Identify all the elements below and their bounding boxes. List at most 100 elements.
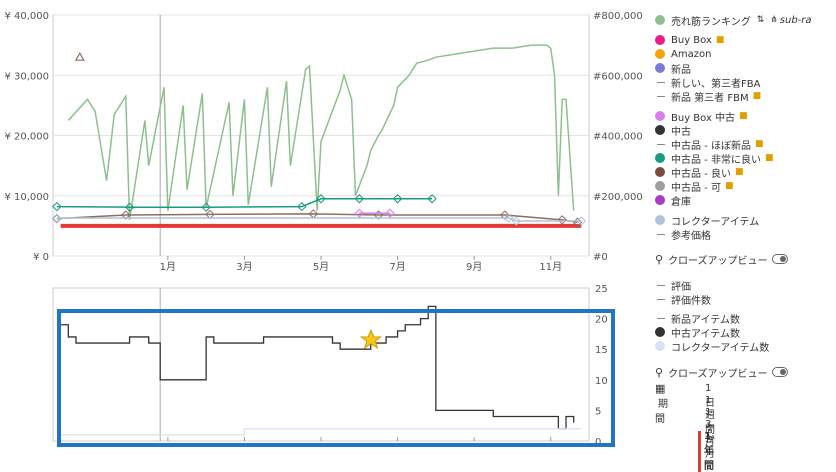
legend-label: 新品アイテム数 <box>671 314 740 326</box>
legend-dash-icon <box>657 284 665 286</box>
period-label: 期間 <box>655 399 668 425</box>
y-right-tick-label: #200,000 <box>593 192 643 203</box>
x-tick-label: 3月 <box>236 261 252 273</box>
legend-dot-icon <box>655 327 665 337</box>
period-option[interactable]: 1ヶ月 <box>705 407 715 448</box>
y-right-tick-label: #400,000 <box>593 132 643 143</box>
y-left-tick-label: ¥ 20,000 <box>4 132 49 143</box>
x-tick-label: 1月 <box>160 261 176 273</box>
legend-label: 倉庫 <box>671 196 691 208</box>
series-line <box>56 213 578 224</box>
legend-dot-icon <box>655 63 665 73</box>
legend-dot-icon <box>655 49 665 59</box>
legend-item[interactable]: 新品 第三者 FBM ■ <box>655 89 761 104</box>
legend-item[interactable]: 中古品 - ほぼ新品 ■ <box>655 137 763 152</box>
legend-dot-icon <box>655 195 665 205</box>
toggle-icon[interactable] <box>771 367 788 377</box>
legend-item-sales-rank[interactable]: 売れ筋ランキング ⇅ ⋔ sub-ra <box>655 13 812 28</box>
x-tick-label: 11月 <box>539 261 562 273</box>
sort-icon[interactable]: ⇅ <box>756 15 765 25</box>
legend-item[interactable]: コレクターアイテム <box>655 213 760 228</box>
y-left-tick-label: ¥ 40,000 <box>4 11 49 22</box>
magnifier-icon: ⚲ <box>655 252 664 266</box>
series-marker <box>297 201 307 212</box>
legend-item[interactable]: 中古 <box>655 123 691 138</box>
y-left-tick-label: ¥ 10,000 <box>4 192 49 203</box>
legend-label: Buy Box 中古 <box>671 112 736 124</box>
closeup-label: クローズアップビュー <box>668 255 768 267</box>
y-right-tick-label: 0 <box>595 437 601 448</box>
series-line <box>56 217 582 222</box>
legend-label: 参考価格 <box>671 230 711 242</box>
legend-label: 中古品 - 良い <box>671 168 731 180</box>
hierarchy-icon[interactable]: ⋔ <box>770 15 778 25</box>
legend-dot-icon <box>655 15 665 25</box>
legend-dot-icon <box>655 111 665 121</box>
legend-item[interactable]: 評価件数 <box>655 292 711 307</box>
series-marker <box>354 208 364 218</box>
y-right-tick-label: 25 <box>595 284 608 295</box>
x-tick-label: 7月 <box>389 261 405 273</box>
series-line <box>67 44 575 220</box>
series-line <box>60 305 575 430</box>
legend-item[interactable]: コレクターアイテム数 <box>655 339 770 354</box>
series-line <box>60 428 582 436</box>
period-option[interactable]: 1年間 <box>698 431 714 472</box>
legend-item[interactable]: Amazon <box>655 47 711 61</box>
legend-dash-icon <box>657 81 665 83</box>
sub-rank-label: sub-ra <box>779 14 812 26</box>
star-icon[interactable] <box>359 328 383 350</box>
series-marker <box>52 213 62 223</box>
legend-item[interactable]: 倉庫 <box>655 193 691 208</box>
legend-label: 新品 <box>671 64 691 76</box>
closeup-toggle[interactable]: ⚲ クローズアップビュー <box>655 252 788 267</box>
legend-item[interactable]: Buy Box 中古 ■ <box>655 109 748 124</box>
legend-item[interactable]: 新品アイテム数 <box>655 311 740 326</box>
lower-plot-frame <box>52 287 590 442</box>
upper-axes: ¥ 0 ¥ 10,000 ¥ 20,000 ¥ 30,000 ¥ 40,000 #0 #20… <box>4 11 642 273</box>
legend-label: Amazon <box>671 48 712 60</box>
series-line <box>56 198 433 208</box>
legend-label: コレクターアイテム <box>671 216 760 228</box>
legend-item[interactable]: 中古アイテム数 <box>655 325 740 340</box>
legend-dot-icon <box>655 341 665 351</box>
legend-label: 中古品 - 非常に良い <box>671 154 761 166</box>
legend-dash-icon <box>657 143 665 145</box>
legend-item[interactable]: Buy Box ■ <box>655 33 724 47</box>
legend-label: 売れ筋ランキング <box>671 16 751 28</box>
closeup-toggle-2[interactable]: ⚲ クローズアップビュー <box>655 365 788 380</box>
legend-item[interactable]: 中古品 - 可 ■ <box>655 179 733 194</box>
series-marker <box>576 216 587 226</box>
series-marker <box>511 216 521 226</box>
legend-label: コレクターアイテム数 <box>671 342 770 354</box>
legend-label: 中古アイテム数 <box>671 328 740 340</box>
series-marker <box>316 194 326 204</box>
calendar-icon: ▦ <box>655 382 666 395</box>
period-group: ▦ 期間 <box>655 382 668 425</box>
legend-item[interactable]: 中古品 - 良い ■ <box>655 165 744 180</box>
legend-item[interactable]: 新品 <box>655 61 691 76</box>
y-right-tick-label: #0 <box>593 252 608 263</box>
legend-item[interactable]: 中古品 - 非常に良い ■ <box>655 151 774 166</box>
legend-dash-icon <box>657 233 665 235</box>
truck-icon: ■ <box>734 167 744 177</box>
magnifier-icon: ⚲ <box>655 365 664 379</box>
legend-item[interactable]: 評価 <box>655 278 691 293</box>
legend-dash-icon <box>657 298 665 300</box>
legend-item[interactable]: 新しい、第三者FBA <box>655 75 760 90</box>
legend-dot-icon <box>655 125 665 135</box>
series-marker <box>121 210 131 220</box>
chart-area: ¥ 0 ¥ 10,000 ¥ 20,000 ¥ 30,000 ¥ 40,000 #0 #20… <box>4 11 642 448</box>
legend-dot-icon <box>655 215 665 225</box>
period-option[interactable]: 1日 <box>705 383 715 409</box>
x-tick-label: 5月 <box>313 261 329 273</box>
legend-label: 中古品 - ほぼ新品 <box>671 140 751 152</box>
lower-axes: 0 5 10 15 20 25 <box>167 284 608 448</box>
toggle-icon[interactable] <box>771 254 788 264</box>
legend-dash-icon <box>657 317 665 319</box>
legend-dot-icon <box>655 153 665 163</box>
series-marker <box>201 202 211 212</box>
legend-item[interactable]: 参考価格 <box>655 227 711 242</box>
truck-icon: ■ <box>764 153 774 163</box>
period-option[interactable]: 1週間 <box>705 395 715 436</box>
